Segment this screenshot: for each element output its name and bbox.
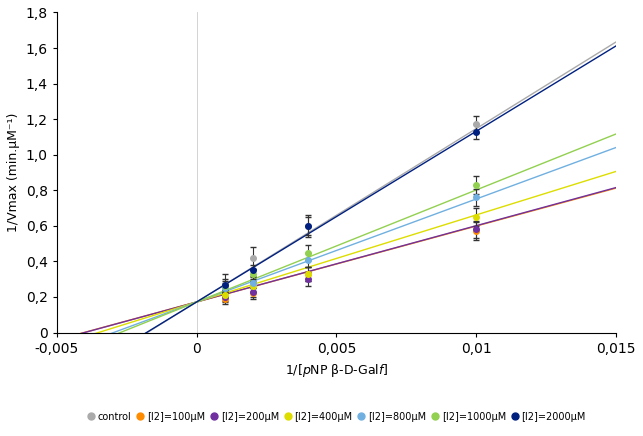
X-axis label: 1/[$p$NP β-D-Gal$f$]: 1/[$p$NP β-D-Gal$f$]: [285, 362, 388, 379]
Legend: control, [I2]=100μM, [I2]=200μM, [I2]=400μM, [I2]=800μM, [I2]=1000μM, [I2]=2000μ: control, [I2]=100μM, [I2]=200μM, [I2]=40…: [83, 408, 590, 426]
Y-axis label: 1/Vmax (min.μM⁻¹): 1/Vmax (min.μM⁻¹): [7, 113, 20, 232]
